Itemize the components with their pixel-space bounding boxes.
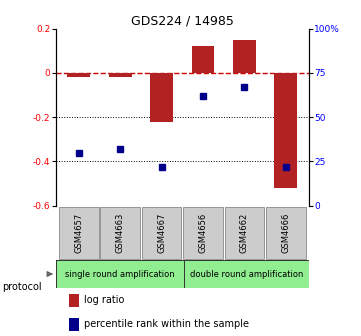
Text: GSM4667: GSM4667 xyxy=(157,213,166,253)
Text: GSM4657: GSM4657 xyxy=(74,213,83,253)
Bar xyxy=(192,46,214,73)
Text: percentile rank within the sample: percentile rank within the sample xyxy=(84,320,249,329)
Bar xyxy=(184,260,309,288)
Text: protocol: protocol xyxy=(2,282,42,292)
Text: GSM4663: GSM4663 xyxy=(116,213,125,253)
Text: double round amplification: double round amplification xyxy=(190,269,303,279)
Bar xyxy=(56,260,184,288)
Bar xyxy=(233,40,256,73)
Bar xyxy=(59,207,99,259)
Text: single round amplification: single round amplification xyxy=(65,269,175,279)
Text: GSM4666: GSM4666 xyxy=(281,213,290,253)
Bar xyxy=(100,207,140,259)
Text: GSM4662: GSM4662 xyxy=(240,213,249,253)
Bar xyxy=(150,73,173,122)
Bar xyxy=(68,73,90,77)
Text: GSM4656: GSM4656 xyxy=(199,213,208,253)
Bar xyxy=(266,207,306,259)
Title: GDS224 / 14985: GDS224 / 14985 xyxy=(131,14,234,28)
Bar xyxy=(109,73,131,77)
Bar xyxy=(225,207,264,259)
Bar xyxy=(69,318,79,331)
Bar xyxy=(142,207,182,259)
Bar xyxy=(274,73,297,188)
Bar xyxy=(183,207,223,259)
Bar xyxy=(69,294,79,307)
Text: log ratio: log ratio xyxy=(84,295,124,305)
